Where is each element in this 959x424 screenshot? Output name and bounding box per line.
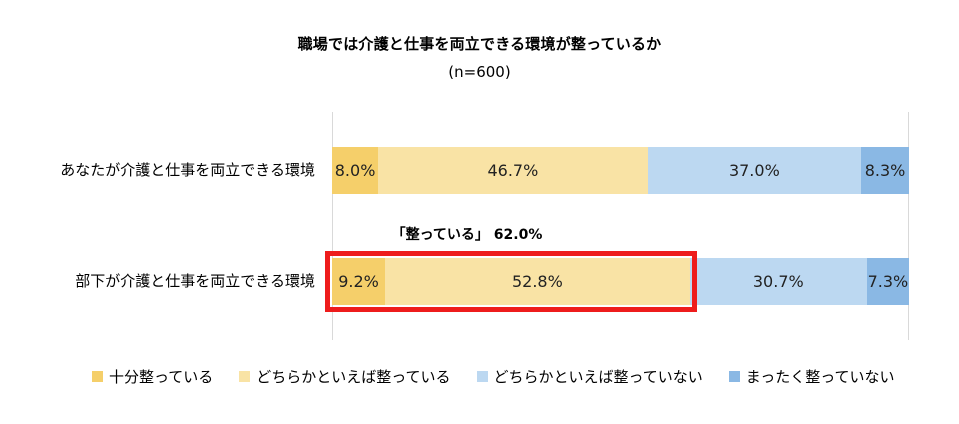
- legend-swatch: [728, 371, 740, 382]
- legend-somewhat-not: どちらかといえば整っていない: [476, 366, 703, 387]
- bar-row-1: 「整っている」 62.0% 9.2% 52.8% 30.7% 7.3%: [332, 227, 909, 305]
- data-label: 8.0%: [334, 161, 376, 180]
- bar-segment-seg-not-at-all-row-1: 7.3%: [866, 258, 909, 305]
- legend-swatch: [92, 371, 103, 382]
- legend-label: どちらかといえば整っていない: [493, 368, 703, 386]
- data-label: 46.7%: [487, 161, 539, 180]
- gridline-left: [332, 112, 333, 340]
- legend-label: まったく整っていない: [745, 368, 895, 386]
- bar-segment-seg-somewhat-not-row-1: 30.7%: [689, 258, 867, 305]
- legend-label: 十分整っている: [109, 368, 214, 386]
- data-label: 37.0%: [728, 161, 780, 180]
- bar-segment-seg-somewhat-not-row-0: 37.0%: [647, 147, 862, 194]
- bar-row-0: 8.0% 46.7% 37.0% 8.3%: [332, 147, 909, 194]
- data-label: 8.3%: [864, 161, 906, 180]
- legend-somewhat: どちらかといえば整っている: [239, 366, 451, 387]
- data-label: 52.8%: [511, 272, 563, 291]
- category-label-1: 部下が介護と仕事を両立できる環境: [75, 272, 315, 290]
- legend-not-at-all: まったく整っていない: [728, 366, 895, 387]
- gridline-right: [908, 112, 909, 340]
- bar-segment-seg-fully-row-0: 8.0%: [332, 147, 379, 194]
- category-label-0: あなたが介護と仕事を両立できる環境: [60, 161, 315, 179]
- bar-segment-seg-fully-row-1: 9.2%: [332, 258, 386, 305]
- annotation-callout: 「整っている」 62.0%: [391, 227, 543, 243]
- bar-segment-seg-somewhat-row-0: 46.7%: [378, 147, 648, 194]
- legend-label: どちらかといえば整っている: [256, 368, 451, 386]
- legend-fully: 十分整っている: [92, 366, 213, 387]
- bar-segment-seg-not-at-all-row-0: 8.3%: [861, 147, 909, 194]
- highlight-box: [325, 251, 697, 312]
- legend: 十分整っている どちらかといえば整っている どちらかといえば整っていない まったく整っ…: [92, 366, 920, 387]
- data-label: 9.2%: [338, 272, 379, 291]
- data-label: 7.3%: [867, 272, 909, 291]
- plot-area: 8.0% 46.7% 37.0% 8.3% 「整っている」 62.0% 9.2% 52.…: [325, 112, 909, 340]
- chart-subtitle: (n=600): [448, 63, 511, 81]
- data-label: 30.7%: [752, 272, 804, 291]
- bar-segment-seg-somewhat-row-1: 52.8%: [385, 258, 690, 305]
- chart-title: 職場では介護と仕事を両立できる環境が整っているか: [297, 35, 662, 53]
- legend-swatch: [476, 371, 488, 382]
- legend-swatch: [239, 371, 251, 382]
